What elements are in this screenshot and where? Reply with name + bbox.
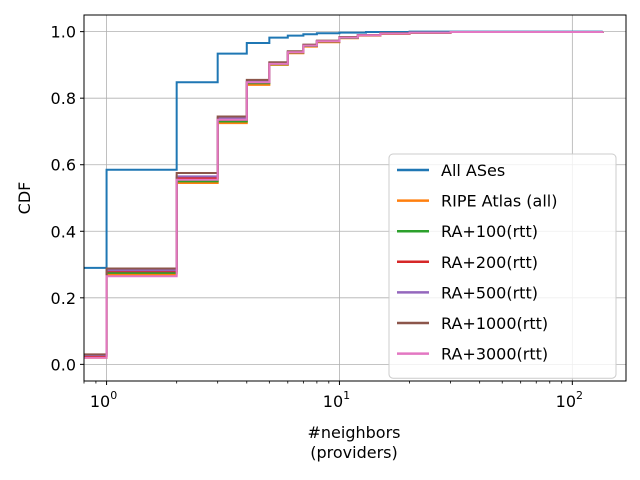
legend-entry: RA+3000(rtt): [441, 345, 548, 364]
legend-entry: RA+100(rtt): [441, 222, 538, 241]
series-line: [84, 30, 603, 269]
y-tick-label: 0.4: [51, 222, 76, 241]
y-tick-label: 1.0: [51, 23, 76, 42]
x-tick-label: 101: [323, 389, 350, 411]
legend-entry: RA+1000(rtt): [441, 314, 548, 333]
y-tick-label: 0.2: [51, 289, 76, 308]
y-tick-label: 0.0: [51, 355, 76, 374]
legend-entry: RA+200(rtt): [441, 253, 538, 272]
legend: All ASes RIPE Atlas (all) RA+100(rtt) RA+20…: [388, 153, 617, 379]
y-axis-label: CDF: [15, 182, 34, 215]
x-tick-exponent: 2: [576, 389, 583, 402]
series-layer: [84, 30, 604, 359]
x-tick-label: 102: [556, 389, 583, 411]
ticks-layer: [80, 31, 573, 385]
x-axis-label: #neighbors: [308, 423, 401, 442]
series-line: [84, 30, 604, 359]
x-tick-exponent: 0: [110, 389, 117, 402]
legend-entry: RA+500(rtt): [441, 283, 538, 302]
legend-entry: RIPE Atlas (all): [441, 192, 557, 211]
x-tick-exponent: 1: [343, 389, 350, 402]
y-tick-label: 0.6: [51, 156, 76, 175]
plot-frame: [83, 14, 627, 382]
legend-box: [388, 153, 617, 379]
x-axis-label: (providers): [310, 443, 397, 462]
x-tick-label: 100: [90, 389, 117, 411]
legend-entry: All ASes: [441, 161, 505, 180]
y-tick-label: 0.8: [51, 89, 76, 108]
